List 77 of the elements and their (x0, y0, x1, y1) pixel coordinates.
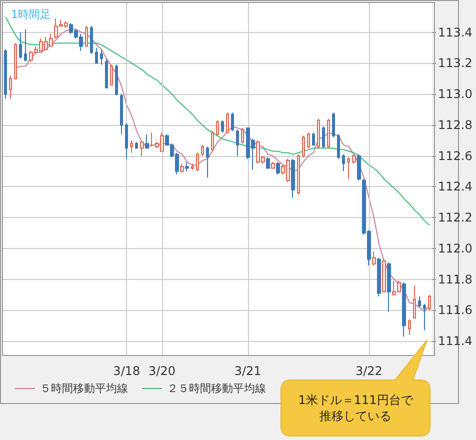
legend-label: ２５時間移動平均線 (167, 382, 266, 395)
candlestick (100, 48, 103, 66)
candlestick (372, 251, 376, 266)
y-tick-label: 113.0 (438, 87, 472, 102)
candlestick (347, 156, 350, 180)
candlestick (211, 130, 214, 152)
y-tick-label: 112.8 (438, 118, 472, 132)
y-tick-label: 111.4 (438, 334, 472, 348)
candlestick (105, 58, 108, 88)
y-tick-label: 113.2 (438, 56, 472, 70)
candlestick (14, 42, 17, 80)
candlestick (271, 162, 275, 169)
candlestick (24, 28, 27, 62)
x-tick-label: 3/18 (113, 364, 140, 378)
candlestick (236, 129, 239, 156)
candlestick (317, 118, 320, 149)
y-tick-label: 113.4 (438, 25, 472, 40)
candlestick (90, 26, 93, 54)
candlestick (130, 140, 133, 154)
candlestick (140, 141, 144, 156)
y-tick-label: 112.4 (438, 180, 472, 194)
candlestick (342, 154, 345, 172)
y-tick-label: 111.6 (438, 303, 472, 318)
candlestick (327, 118, 330, 149)
candlestick (85, 26, 88, 47)
y-tick-label: 112.2 (438, 210, 472, 225)
candlestick (302, 135, 305, 158)
candlestick (266, 156, 270, 169)
candlestick (307, 132, 310, 149)
y-tick-label: 111.8 (438, 272, 472, 286)
candlestick (180, 163, 184, 174)
candlestick (408, 318, 411, 336)
candlestick (428, 294, 431, 311)
text: 1時間足 (11, 8, 51, 21)
candlestick (402, 282, 406, 337)
candlestick (241, 128, 244, 144)
candlestick (387, 262, 391, 312)
candlestick (9, 75, 12, 100)
candlestick (115, 64, 118, 96)
candlestick (19, 32, 22, 60)
candlestick (185, 162, 189, 172)
candlestick (110, 64, 113, 86)
legend-label: ５時間移動平均線 (40, 382, 128, 395)
candlestick (357, 154, 361, 182)
candlestick (276, 162, 280, 175)
candlestick (120, 94, 123, 135)
candlestick (221, 120, 224, 134)
candlestick (312, 132, 315, 146)
candlestick (231, 112, 234, 132)
candlestick (322, 126, 325, 149)
candlestick (226, 112, 229, 134)
candlestick (418, 296, 421, 308)
x-tick-label: 3/22 (355, 364, 382, 378)
y-tick-label: 112.6 (438, 148, 472, 163)
candlestick (382, 258, 386, 292)
candlestick (332, 112, 335, 138)
candlestick (145, 134, 149, 149)
candlestick (216, 120, 219, 136)
candlestick (291, 158, 295, 198)
candlestick (191, 163, 194, 170)
candlestick (196, 152, 199, 172)
candlestick (4, 48, 7, 100)
candlestick (423, 304, 426, 331)
candlestick (125, 122, 128, 160)
candlestick (135, 141, 138, 149)
candlestick (377, 257, 381, 297)
candlestick (413, 285, 416, 318)
y-tick-label: 112.0 (438, 241, 472, 256)
candlestick (297, 154, 300, 195)
x-tick-label: 3/20 (148, 364, 176, 378)
candlestick (95, 47, 98, 64)
x-tick-label: 3/21 (234, 364, 262, 378)
candlestick (201, 144, 204, 156)
candlestick (352, 154, 356, 164)
candlestick (337, 134, 340, 160)
candlestick (206, 146, 209, 178)
line-series (15, 28, 430, 312)
